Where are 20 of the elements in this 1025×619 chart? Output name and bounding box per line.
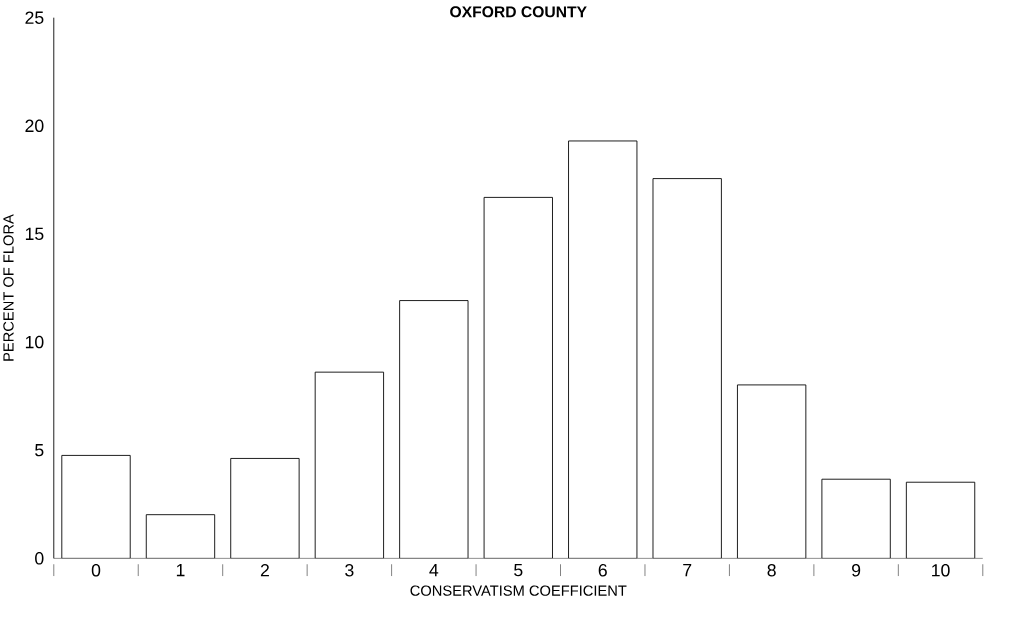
x-tick-label: 3 (345, 563, 354, 577)
x-tick-label: 7 (683, 563, 692, 577)
y-tick-label: 25 (25, 11, 44, 24)
chart-title: OXFORD COUNTY (450, 6, 587, 18)
x-tick-label: 6 (598, 563, 607, 577)
x-tick-label: 9 (852, 563, 861, 577)
x-tick-label: 10 (932, 563, 950, 577)
x-tick-label: 8 (767, 563, 776, 577)
y-axis-title: PERCENT OF FLORA (3, 214, 14, 361)
x-tick-label: 2 (260, 563, 269, 577)
y-tick-label: 5 (35, 443, 44, 457)
x-tick-label: 5 (514, 563, 523, 577)
y-tick-label: 20 (25, 119, 44, 132)
x-tick-label: 4 (429, 563, 439, 577)
y-tick-label: 10 (25, 335, 44, 349)
y-tick-label: 15 (25, 227, 44, 240)
x-tick-label: 1 (176, 563, 185, 577)
y-tick-label: 0 (35, 551, 44, 565)
x-axis-title: CONSERVATISM COEFFICIENT (410, 585, 627, 596)
x-tick-label: 0 (91, 563, 101, 577)
